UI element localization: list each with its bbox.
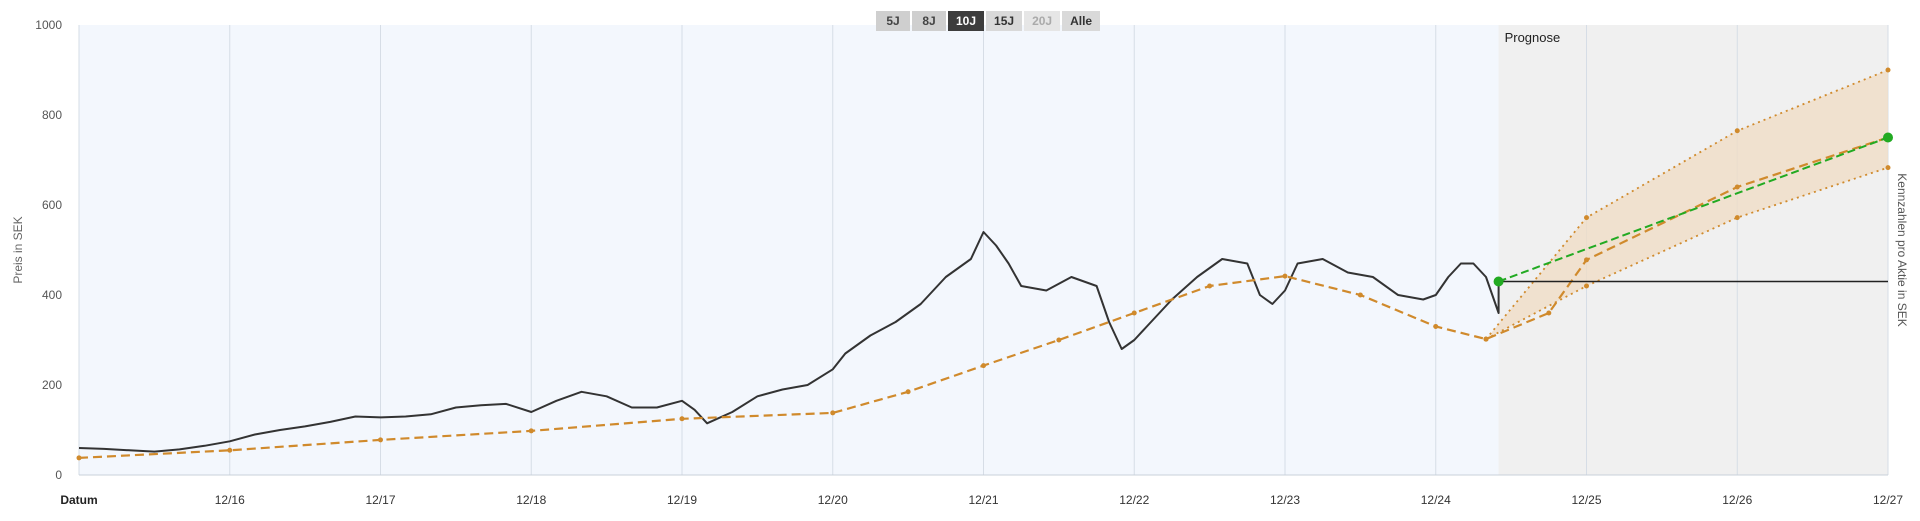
x-tick-label: 12/23 [1270, 493, 1300, 507]
x-tick-label: 12/27 [1873, 493, 1903, 507]
forecast-high-point [1734, 128, 1740, 134]
x-tick-label: 12/19 [667, 493, 697, 507]
forecast-low-point [1584, 283, 1589, 289]
forecast-low-point [1734, 215, 1740, 221]
fair-value-point [378, 437, 383, 443]
forecast-low-point [1885, 165, 1891, 171]
y-axis-title-right: Kennzahlen pro Aktie in SEK [1895, 173, 1909, 326]
range-button-5j[interactable]: 5J [876, 11, 910, 31]
fair-value-point [1734, 184, 1740, 190]
range-button-10j[interactable]: 10J [948, 11, 985, 31]
fair-value-point [1131, 310, 1137, 316]
x-tick-label: 12/22 [1119, 493, 1149, 507]
target-line [1498, 136, 1889, 283]
range-button-15j[interactable]: 15J [986, 11, 1023, 31]
y-axis-title: Preis in SEK [11, 216, 25, 283]
fair-value-point [981, 363, 986, 369]
fair-value-point [1433, 324, 1439, 329]
x-tick-label: 12/21 [968, 493, 998, 507]
x-tick-label: 12/25 [1571, 493, 1601, 507]
fair-value-point [76, 455, 82, 461]
fair-value-point [1357, 292, 1363, 298]
fair-value-point [1584, 257, 1589, 263]
range-button-20j: 20J [1024, 11, 1061, 31]
forecast-high-point [1584, 215, 1589, 221]
y-tick-label: 0 [55, 468, 62, 482]
x-tick-label: 12/18 [516, 493, 546, 507]
current-price-marker [1493, 276, 1504, 287]
forecast-background [1498, 25, 1888, 475]
x-tick-label: 12/17 [365, 493, 395, 507]
x-tick-label: 12/20 [818, 493, 848, 507]
fair-value-point [1546, 310, 1552, 316]
fair-value-point [1056, 337, 1062, 343]
y-tick-label: 1000 [35, 18, 62, 32]
forecast-high-point [1885, 67, 1891, 73]
forecast-label: Prognose [1505, 30, 1561, 45]
fair-value-point [1207, 283, 1213, 289]
range-button-8j[interactable]: 8J [912, 11, 946, 31]
y-tick-label: 200 [42, 378, 62, 392]
forecast-high-line [1485, 69, 1889, 340]
axis-layer: 0 200 400 600 800 1000 Datum 12/16 12/17 12/18 12/… [11, 18, 1909, 507]
forecast-low-point [1483, 336, 1489, 342]
time-range-selector: 5J 8J 10J 15J 20J Alle [876, 11, 1101, 31]
fair-value-point [227, 447, 233, 453]
history-background [79, 25, 1499, 475]
series-layer [76, 67, 1893, 461]
range-button-alle[interactable]: Alle [1062, 11, 1101, 31]
fair-value-point [1282, 273, 1288, 279]
target-price-marker [1883, 132, 1893, 143]
y-tick-label: 600 [42, 198, 62, 212]
price-line [78, 231, 1500, 453]
fair-value-point [905, 389, 911, 395]
x-axis-title: Datum [60, 493, 97, 507]
x-tick-label: 12/16 [215, 493, 245, 507]
y-tick-label: 400 [42, 288, 62, 302]
y-tick-label: 800 [42, 108, 62, 122]
fair-value-point [830, 410, 836, 416]
fair-value-point [679, 416, 685, 422]
fair-value-point [528, 428, 534, 434]
x-tick-label: 12/26 [1722, 493, 1752, 507]
x-tick-label: 12/24 [1421, 493, 1451, 507]
forecast-band [1486, 70, 1888, 340]
forecast-range-area [1486, 70, 1888, 340]
